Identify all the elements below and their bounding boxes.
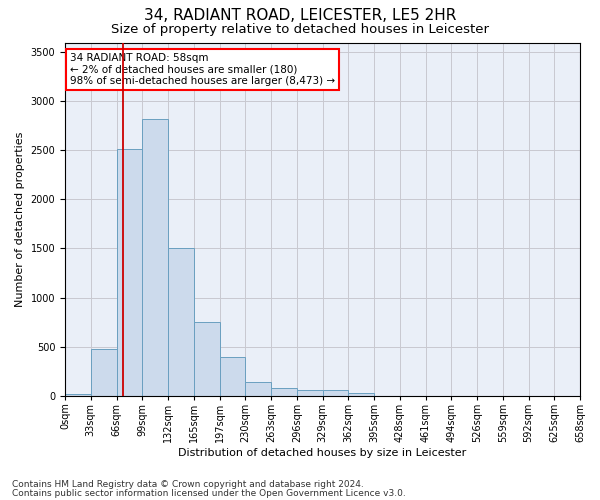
X-axis label: Distribution of detached houses by size in Leicester: Distribution of detached houses by size … (178, 448, 467, 458)
Bar (220, 358, 245, 396)
Bar (348, 392, 374, 396)
Bar (323, 390, 348, 396)
Text: Contains HM Land Registry data © Crown copyright and database right 2024.: Contains HM Land Registry data © Crown c… (12, 480, 364, 489)
Bar (116, 150, 142, 396)
Bar (142, 119, 168, 396)
Text: Size of property relative to detached houses in Leicester: Size of property relative to detached ho… (111, 22, 489, 36)
Bar (194, 322, 220, 396)
Text: Contains public sector information licensed under the Open Government Licence v3: Contains public sector information licen… (12, 488, 406, 498)
Bar (91, 348, 116, 396)
Bar (65, 394, 91, 396)
Bar (245, 382, 271, 396)
Bar (168, 248, 194, 396)
Y-axis label: Number of detached properties: Number of detached properties (15, 132, 25, 306)
Bar (297, 390, 323, 396)
Text: 34, RADIANT ROAD, LEICESTER, LE5 2HR: 34, RADIANT ROAD, LEICESTER, LE5 2HR (144, 8, 456, 22)
Bar (271, 388, 297, 396)
Text: 34 RADIANT ROAD: 58sqm
← 2% of detached houses are smaller (180)
98% of semi-det: 34 RADIANT ROAD: 58sqm ← 2% of detached … (70, 53, 335, 86)
